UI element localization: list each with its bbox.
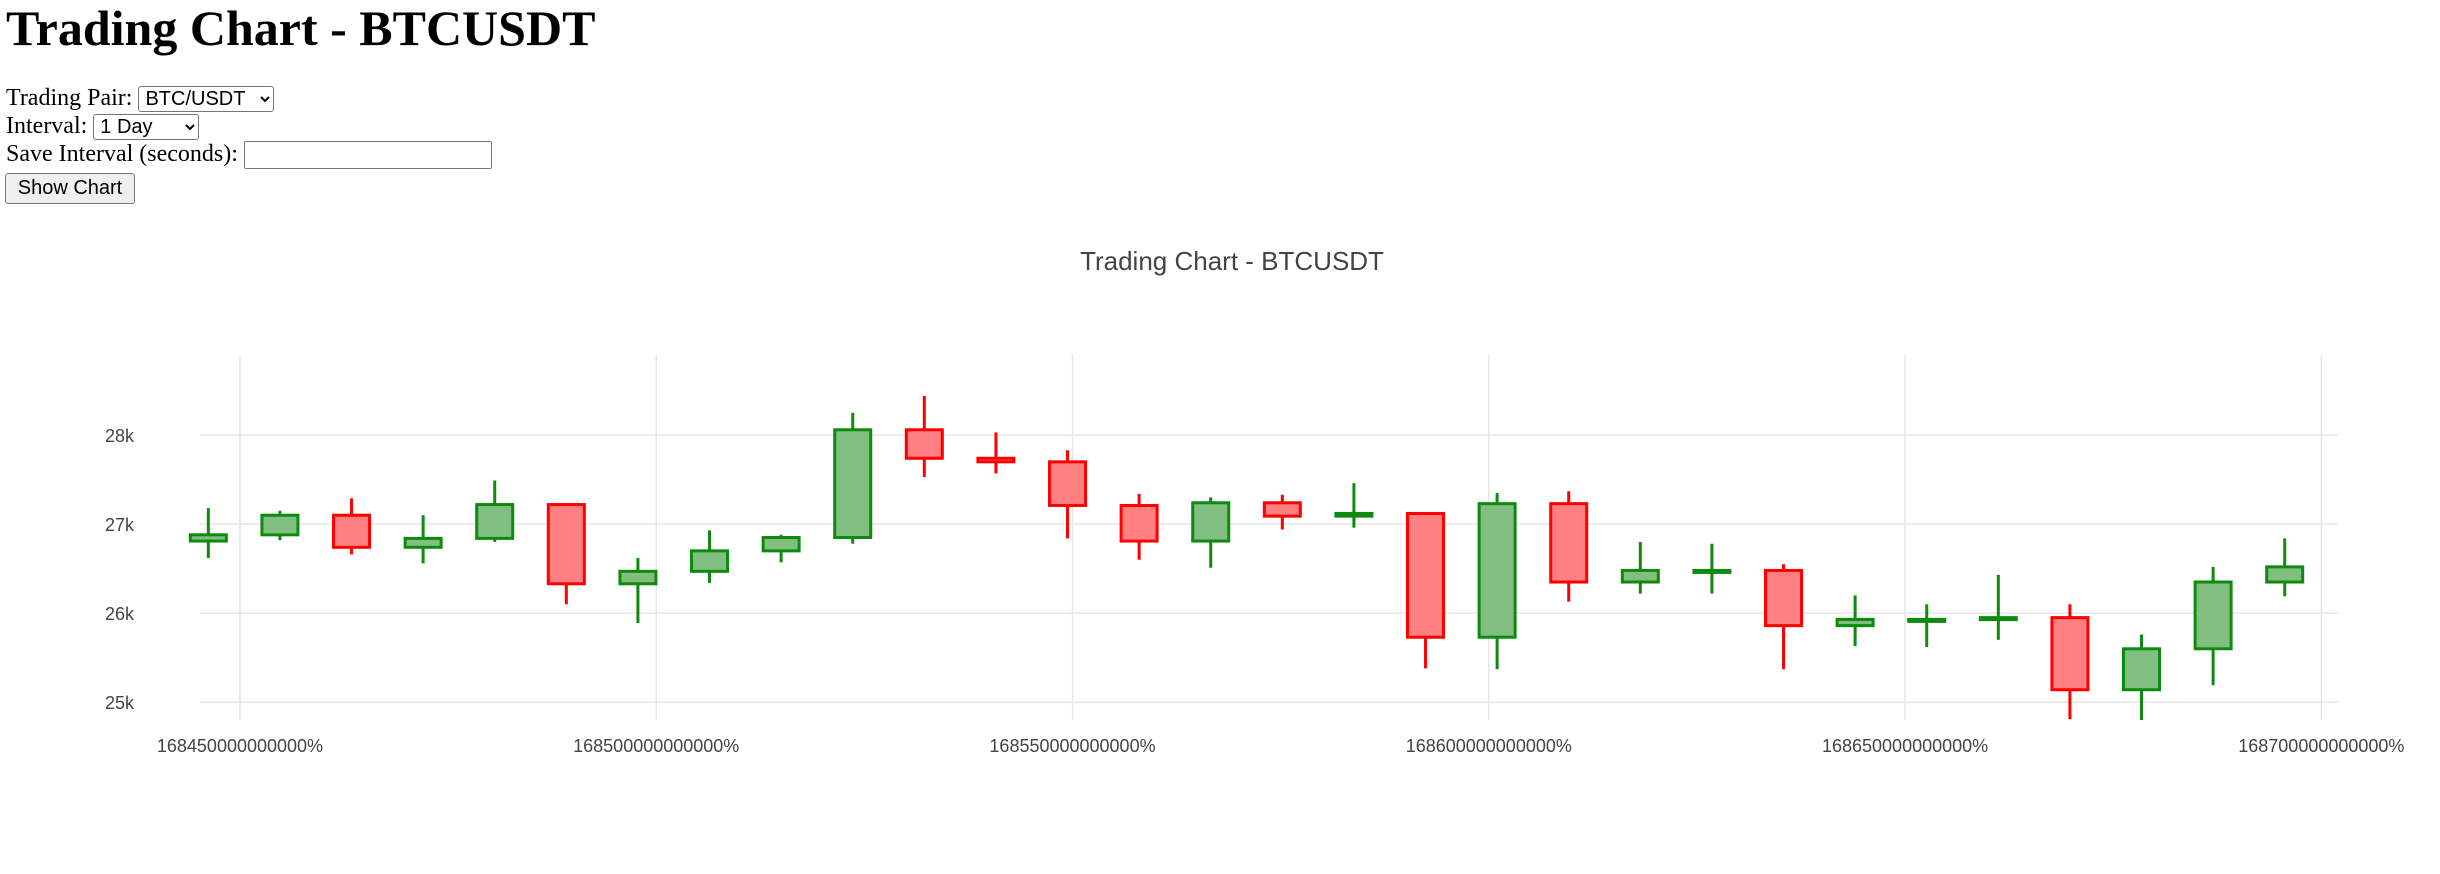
candle[interactable] [1191, 497, 1231, 568]
y-tick-label: 28k [105, 426, 135, 446]
candle-body-down[interactable] [2050, 616, 2090, 692]
candle[interactable] [1549, 491, 1589, 602]
candle[interactable] [833, 412, 873, 544]
candle-body-up[interactable] [761, 536, 801, 553]
candle-body-up[interactable] [260, 513, 300, 537]
x-tick-label: 168550000000000% [989, 736, 1155, 756]
candle-body-down[interactable] [1048, 460, 1088, 507]
candle-body-up[interactable] [1835, 617, 1875, 628]
save-interval-row: Save Interval (seconds): [6, 140, 492, 170]
candle[interactable] [2265, 538, 2305, 597]
candle[interactable] [403, 515, 443, 564]
x-tick-label: 168700000000000% [2238, 736, 2404, 756]
candle[interactable] [1692, 543, 1732, 594]
candle-body-down[interactable] [1764, 568, 1804, 628]
candlestick-chart[interactable]: Trading Chart - BTCUSDT 25k 26k 27k 28k 1684… [0, 220, 2440, 874]
x-tick-label: 168500000000000% [573, 736, 739, 756]
candle[interactable] [2122, 634, 2162, 720]
candle[interactable] [1978, 574, 2018, 640]
candle-body-up[interactable] [2122, 647, 2162, 692]
interval-select[interactable]: 1 Day [93, 114, 200, 141]
candle[interactable] [761, 534, 801, 563]
candle-body-up[interactable] [475, 503, 515, 540]
y-tick-label: 26k [105, 604, 135, 624]
y-tick-label: 25k [105, 693, 135, 713]
x-tick-label: 168600000000000% [1406, 736, 1572, 756]
candle[interactable] [690, 530, 730, 583]
candle-body-up[interactable] [1477, 502, 1517, 639]
candle-body-down[interactable] [976, 456, 1016, 464]
candle[interactable] [332, 498, 372, 555]
interval-row: Interval: 1 Day [6, 112, 200, 141]
candle[interactable] [1119, 493, 1159, 560]
candle-body-up[interactable] [833, 428, 873, 539]
candle[interactable] [2050, 604, 2090, 720]
candle[interactable] [2193, 566, 2233, 686]
candle-body-up[interactable] [188, 533, 228, 543]
candle-body-up[interactable] [2265, 565, 2305, 584]
trading-pair-label: Trading Pair: [6, 85, 139, 111]
trading-pair-row: Trading Pair: BTC/USDT [6, 84, 275, 113]
x-tick-label: 168450000000000% [157, 736, 323, 756]
candle[interactable] [1907, 604, 1947, 647]
candle-body-down[interactable] [1549, 502, 1589, 584]
chart-title: Trading Chart - BTCUSDT [1080, 246, 1384, 276]
candle-body-down[interactable] [1119, 503, 1159, 543]
candle-body-up[interactable] [1334, 511, 1374, 518]
candle[interactable] [976, 432, 1016, 474]
candle-body-up[interactable] [1191, 501, 1231, 543]
candle[interactable] [1262, 494, 1302, 530]
candle-series[interactable] [188, 395, 2305, 720]
candle[interactable] [260, 510, 300, 541]
candle[interactable] [188, 508, 228, 558]
trading-pair-select[interactable]: BTC/USDT [138, 86, 275, 113]
candle-body-up[interactable] [403, 536, 443, 549]
candle[interactable] [475, 480, 515, 542]
candle-body-down[interactable] [546, 503, 586, 586]
candle-body-up[interactable] [618, 569, 658, 586]
candle-body-down[interactable] [1262, 501, 1302, 518]
candle-body-down[interactable] [332, 513, 372, 549]
candle[interactable] [1477, 492, 1517, 670]
candle-body-up[interactable] [1907, 617, 1947, 623]
show-chart-button[interactable]: Show Chart [5, 173, 135, 204]
page-title: Trading Chart - BTCUSDT [6, 0, 596, 56]
candle[interactable] [1334, 483, 1374, 528]
candle-body-up[interactable] [1978, 616, 2018, 622]
candle[interactable] [546, 503, 586, 605]
candle-body-up[interactable] [2193, 580, 2233, 651]
save-interval-label: Save Interval (seconds): [6, 141, 244, 167]
candle[interactable] [1406, 511, 1446, 669]
save-interval-input[interactable] [243, 141, 492, 170]
candle-body-up[interactable] [1620, 568, 1660, 584]
candle[interactable] [618, 557, 658, 623]
candle[interactable] [1764, 564, 1804, 670]
candle-body-down[interactable] [904, 428, 944, 460]
candle[interactable] [1835, 595, 1875, 647]
chart-axes: 25k 26k 27k 28k 168450000000000% 168500000000… [105, 426, 2404, 756]
candle[interactable] [904, 395, 944, 477]
chart-grid [200, 355, 2338, 720]
candle[interactable] [1620, 541, 1660, 594]
candle[interactable] [1048, 450, 1088, 539]
y-tick-label: 27k [105, 515, 135, 535]
candle-body-up[interactable] [1692, 568, 1732, 574]
x-tick-label: 168650000000000% [1822, 736, 1988, 756]
candle-body-up[interactable] [690, 549, 730, 573]
interval-label: Interval: [6, 113, 94, 139]
candle-body-down[interactable] [1406, 511, 1446, 639]
